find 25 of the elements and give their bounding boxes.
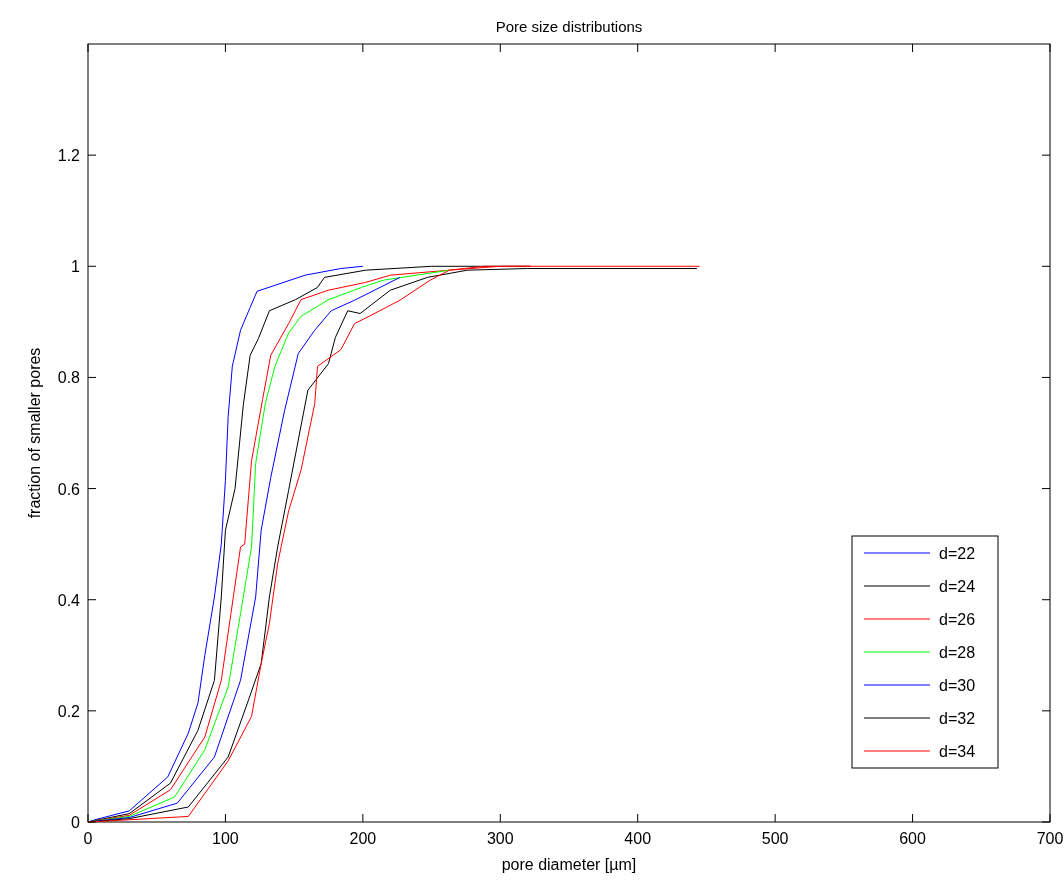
y-tick-label: 0.8 [57,369,81,387]
x-tick-label: 100 [212,830,239,847]
legend-label: d=24 [939,578,976,595]
y-tick-label: 0.6 [57,480,81,498]
y-tick-label: 1 [71,258,81,276]
x-axis-title: pore diameter [µm] [501,856,637,873]
legend-label: d=28 [939,644,976,661]
y-tick-label: 0 [71,814,81,831]
legend-label: d=22 [939,545,976,562]
x-tick-label: 500 [761,830,789,847]
x-tick-label: 0 [83,830,93,847]
legend-label: d=30 [939,677,976,694]
legend-label: d=26 [939,611,976,628]
x-tick-label: 200 [349,830,377,847]
y-tick-label: 0.4 [57,591,81,609]
x-tick-label: 600 [899,830,927,847]
legend-label: d=32 [939,710,976,727]
y-tick-label: 0.2 [57,702,81,720]
x-tick-label: 700 [1036,830,1064,847]
x-tick-label: 300 [486,830,514,847]
y-tick-label: 1.2 [57,147,81,165]
x-tick-label: 400 [624,830,652,847]
legend-label: d=34 [939,743,976,760]
y-axis-title: fraction of smaller pores [26,347,43,519]
chart-title: Pore size distributions [495,18,643,35]
